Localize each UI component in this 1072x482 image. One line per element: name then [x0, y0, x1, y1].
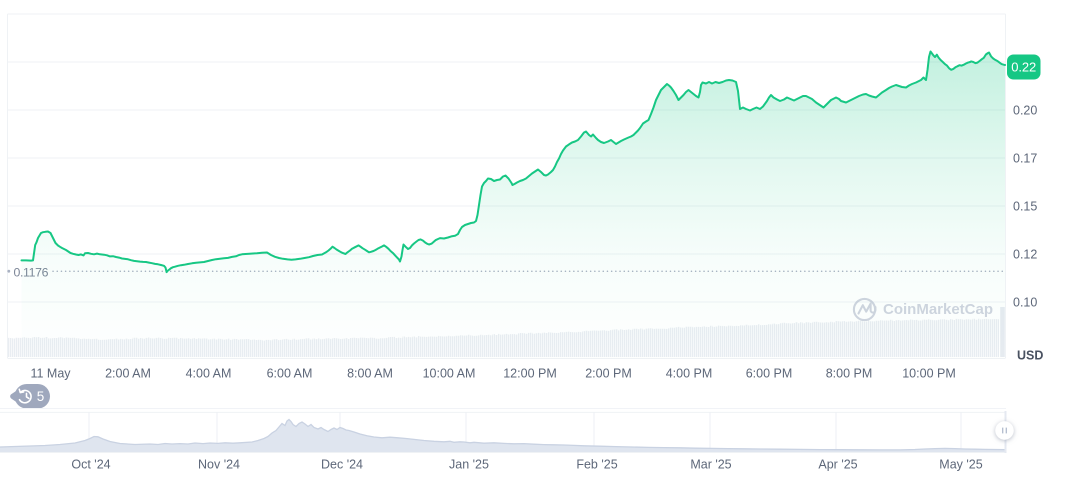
- svg-text:0.17: 0.17: [1013, 152, 1037, 166]
- svg-text:0.22: 0.22: [1011, 59, 1036, 74]
- svg-text:0.10: 0.10: [1013, 296, 1037, 310]
- svg-text:8:00 AM: 8:00 AM: [347, 367, 393, 381]
- svg-text:5: 5: [37, 389, 45, 404]
- svg-text:Apr '25: Apr '25: [818, 458, 857, 472]
- svg-text:0.20: 0.20: [1013, 104, 1037, 118]
- svg-text:10:00 PM: 10:00 PM: [902, 367, 956, 381]
- svg-text:Oct '24: Oct '24: [71, 458, 110, 472]
- svg-text:4:00 AM: 4:00 AM: [186, 367, 232, 381]
- svg-text:Feb '25: Feb '25: [576, 458, 617, 472]
- svg-text:10:00 AM: 10:00 AM: [423, 367, 476, 381]
- svg-text:2:00 AM: 2:00 AM: [105, 367, 151, 381]
- svg-text:4:00 PM: 4:00 PM: [666, 367, 713, 381]
- svg-text:Jan '25: Jan '25: [449, 458, 489, 472]
- svg-text:May '25: May '25: [939, 458, 982, 472]
- svg-text:USD: USD: [1017, 349, 1043, 363]
- svg-text:Nov '24: Nov '24: [198, 458, 240, 472]
- svg-text:11 May: 11 May: [30, 367, 71, 381]
- svg-text:12:00 PM: 12:00 PM: [503, 367, 557, 381]
- svg-text:6:00 PM: 6:00 PM: [746, 367, 793, 381]
- svg-text:0.12: 0.12: [1013, 248, 1037, 262]
- svg-text:2:00 PM: 2:00 PM: [585, 367, 632, 381]
- svg-text:8:00 PM: 8:00 PM: [826, 367, 873, 381]
- svg-text:6:00 AM: 6:00 AM: [267, 367, 313, 381]
- svg-text:Mar '25: Mar '25: [690, 458, 731, 472]
- svg-text:0.15: 0.15: [1013, 200, 1037, 214]
- svg-text:Dec '24: Dec '24: [321, 458, 363, 472]
